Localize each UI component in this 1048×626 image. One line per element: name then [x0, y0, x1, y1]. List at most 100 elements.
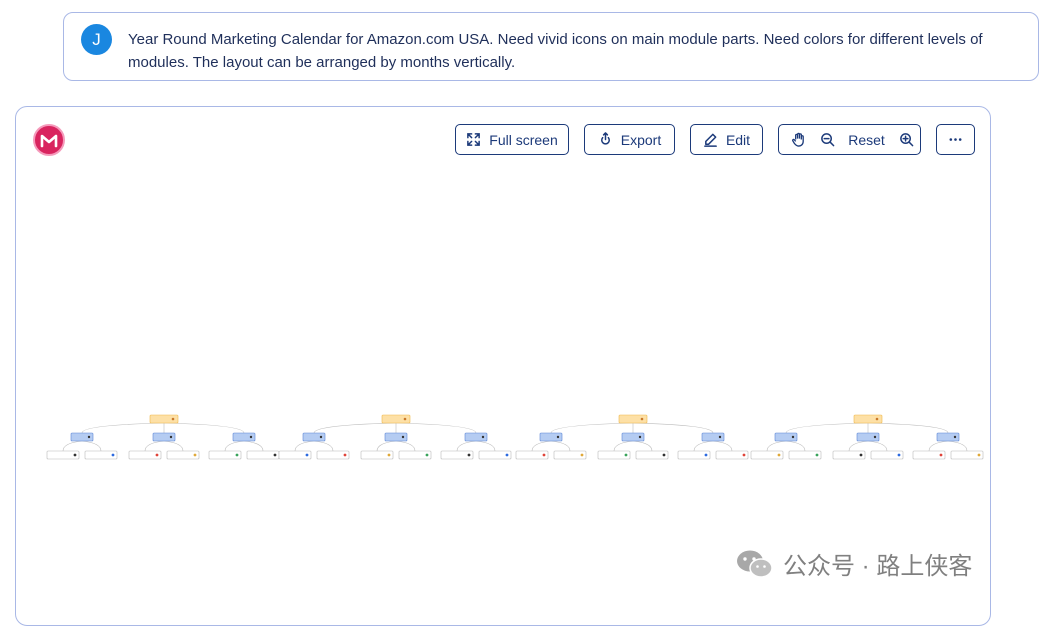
zoom-out-button[interactable] [817, 125, 839, 154]
mindmap-canvas[interactable] [16, 397, 992, 467]
connector-line [224, 440, 245, 452]
leaf-node [278, 450, 312, 460]
branch-node-icon [319, 435, 323, 439]
more-dots-icon [949, 138, 962, 141]
connector-line [867, 440, 888, 452]
leaf-node [788, 450, 822, 460]
connector-line [785, 422, 869, 434]
leaf-node-icon [977, 453, 981, 457]
branch-node-icon [873, 435, 877, 439]
fullscreen-label: Full screen [489, 131, 558, 148]
leaf-node [635, 450, 669, 460]
leaf-node-icon [624, 453, 628, 457]
leaf-node-icon [859, 453, 863, 457]
leaf-node [208, 450, 242, 460]
root-node [381, 414, 411, 424]
leaf-node-icon [704, 453, 708, 457]
leaf-node-icon [742, 453, 746, 457]
leaf-node-icon [73, 453, 77, 457]
branch-node [464, 432, 488, 442]
connector-line [550, 422, 634, 434]
leaf-node-icon [305, 453, 309, 457]
branch-node-icon [481, 435, 485, 439]
mindmap-viewer: Full screen Export Edit Reset [15, 106, 991, 626]
branch-node [152, 432, 176, 442]
connector-line [693, 440, 714, 452]
leaf-node [553, 450, 587, 460]
branch-node [232, 432, 256, 442]
export-label: Export [620, 131, 662, 148]
zoom-controls: Reset [778, 124, 921, 155]
pan-button[interactable] [781, 125, 817, 154]
leaf-node [750, 450, 784, 460]
edit-label: Edit [725, 131, 751, 148]
root-node-icon [403, 417, 407, 421]
branch-node-icon [718, 435, 722, 439]
leaf-node [84, 450, 118, 460]
edit-button[interactable]: Edit [690, 124, 763, 155]
connector-line [632, 440, 653, 452]
leaf-node-icon [542, 453, 546, 457]
connector-line [144, 440, 165, 452]
connector-line [785, 440, 806, 452]
branch-node-icon [87, 435, 91, 439]
connector-line [163, 440, 184, 452]
leaf-node [677, 450, 711, 460]
leaf-node-icon [467, 453, 471, 457]
connector-line [376, 440, 397, 452]
connector-line [395, 422, 477, 434]
leaf-node-icon [815, 453, 819, 457]
connector-line [313, 422, 397, 434]
watermark-text: 公众号 · 路上侠客 [783, 553, 973, 580]
zoom-in-icon [900, 133, 914, 147]
connector-line [294, 440, 315, 452]
connector-line [766, 440, 787, 452]
hand-icon [792, 132, 804, 147]
branch-node [621, 432, 645, 442]
leaf-node [166, 450, 200, 460]
connector-line [531, 440, 552, 452]
more-button[interactable] [936, 124, 975, 155]
expand-icon [467, 133, 481, 146]
branch-node [70, 432, 94, 442]
leaf-node [478, 450, 512, 460]
leaf-node [715, 450, 749, 460]
connector-line [613, 440, 634, 452]
branch-node-icon [401, 435, 405, 439]
connector-line [632, 422, 714, 434]
leaf-node [360, 450, 394, 460]
connector-line [81, 422, 165, 434]
branch-node-icon [556, 435, 560, 439]
branch-node-icon [791, 435, 795, 439]
leaf-node-icon [273, 453, 277, 457]
leaf-node [870, 450, 904, 460]
leaf-node [316, 450, 350, 460]
branch-node [701, 432, 725, 442]
connector-line [550, 440, 571, 452]
root-node [618, 414, 648, 424]
fullscreen-button[interactable]: Full screen [455, 124, 569, 155]
branch-node [539, 432, 563, 442]
connector-line [947, 440, 968, 452]
zoom-out-icon [821, 133, 835, 147]
leaf-node [128, 450, 162, 460]
branch-node-icon [953, 435, 957, 439]
root-node-icon [640, 417, 644, 421]
leaf-node [398, 450, 432, 460]
branch-node-icon [169, 435, 173, 439]
reset-button[interactable]: Reset [848, 131, 885, 148]
pencil-icon [704, 133, 717, 147]
connector-line [848, 440, 869, 452]
connector-line [163, 422, 245, 434]
branch-node-icon [249, 435, 253, 439]
leaf-node [440, 450, 474, 460]
user-avatar: J [81, 24, 112, 55]
root-node [149, 414, 179, 424]
zoom-in-button[interactable] [895, 125, 919, 154]
watermark: 公众号 · 路上侠客 [735, 546, 972, 581]
leaf-node-icon [662, 453, 666, 457]
export-button[interactable]: Export [584, 124, 675, 155]
leaf-node [912, 450, 946, 460]
connector-line [475, 440, 496, 452]
branch-node [302, 432, 326, 442]
